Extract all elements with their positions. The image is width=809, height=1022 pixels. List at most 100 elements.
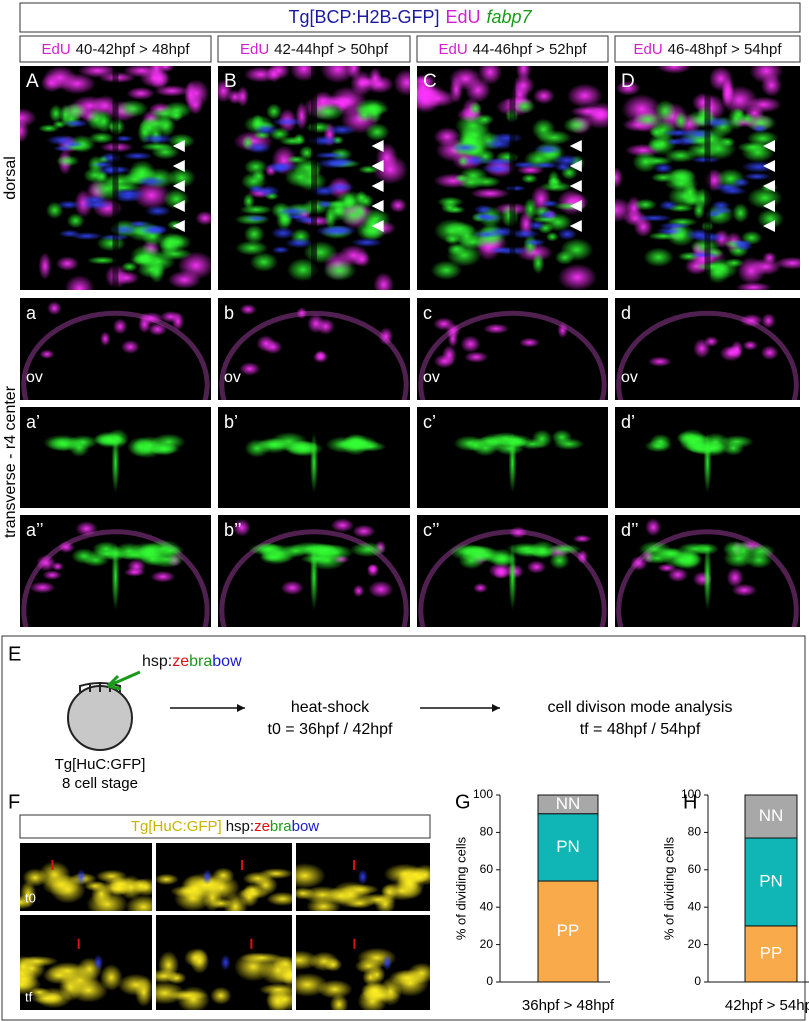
signal — [703, 432, 712, 493]
signal — [745, 551, 773, 569]
signal — [312, 151, 348, 159]
signal — [29, 581, 56, 594]
signal — [48, 104, 64, 123]
signal — [353, 251, 371, 268]
text-part: 40-42hpf > 48hpf — [76, 41, 191, 58]
signal — [557, 322, 568, 339]
signal — [647, 356, 672, 367]
signal — [99, 964, 123, 991]
signal — [483, 137, 515, 150]
signal — [534, 143, 563, 155]
signal — [330, 518, 355, 533]
signal — [76, 869, 87, 885]
row-tag: tf — [25, 989, 33, 1004]
panel-letter: C — [423, 71, 437, 92]
signal — [451, 142, 480, 153]
signal — [167, 167, 196, 189]
embryo — [67, 685, 133, 751]
signal — [167, 133, 196, 149]
signal — [391, 969, 430, 997]
signal — [55, 155, 80, 167]
text-part: EdU — [438, 41, 467, 58]
ov-label: ov — [26, 369, 43, 386]
image — [453, 429, 585, 493]
arrowhead — [371, 220, 384, 232]
signal — [263, 339, 283, 355]
signal — [760, 345, 779, 361]
signal — [135, 175, 168, 187]
signal — [244, 158, 268, 176]
signal — [77, 66, 118, 78]
image — [20, 860, 152, 911]
signal — [190, 948, 210, 974]
signal — [718, 186, 747, 196]
arrowhead — [371, 200, 384, 212]
image — [296, 860, 430, 911]
signal — [437, 196, 464, 208]
signal — [351, 237, 383, 248]
signal — [137, 260, 167, 279]
bar-segment — [744, 837, 798, 927]
signal — [144, 205, 171, 217]
signal — [615, 166, 624, 189]
cell-mark — [77, 938, 80, 949]
tissue-outline — [219, 310, 409, 400]
image — [20, 66, 211, 290]
signal — [545, 231, 559, 242]
signal — [138, 312, 164, 325]
signal — [523, 238, 546, 247]
signal — [88, 132, 115, 144]
signal — [68, 435, 99, 450]
signal — [352, 524, 376, 538]
signal — [358, 165, 380, 174]
signal — [512, 74, 535, 97]
signal — [266, 103, 282, 120]
tissue-outline — [616, 310, 799, 400]
signal — [20, 961, 36, 986]
signal — [113, 270, 140, 285]
y-tick-label: 100 — [473, 787, 493, 801]
signal — [79, 199, 114, 210]
image — [615, 66, 800, 290]
signal — [150, 570, 176, 583]
row-tag: t0 — [25, 890, 36, 905]
signal — [239, 362, 261, 376]
panel-letter: b — [224, 303, 234, 323]
signal — [235, 240, 269, 256]
signal — [528, 546, 557, 558]
panel-letter: d — [621, 303, 631, 323]
stage: 8 cell stage — [62, 775, 138, 792]
signal — [327, 124, 357, 136]
signal — [737, 256, 766, 285]
panel-letter: c — [423, 303, 432, 323]
signal — [643, 247, 674, 268]
signal — [685, 440, 707, 453]
signal — [389, 197, 407, 213]
signal — [156, 873, 179, 886]
signal — [58, 541, 75, 554]
segment-label: PP — [557, 921, 580, 940]
image — [43, 428, 186, 493]
signal — [59, 140, 85, 149]
signal — [309, 185, 340, 197]
signal — [167, 270, 202, 289]
signal — [563, 116, 590, 134]
panel-letter: E — [8, 643, 21, 665]
signal — [731, 583, 758, 597]
column-label: EdU 46-48hpf > 54hpf — [633, 41, 782, 58]
signal — [519, 337, 540, 348]
signal — [367, 101, 383, 124]
signal — [39, 349, 55, 359]
signal — [693, 338, 711, 359]
signal — [373, 272, 394, 290]
signal — [633, 112, 662, 127]
lower-box — [1, 635, 806, 1021]
signal — [732, 108, 746, 122]
signal — [664, 148, 698, 163]
signal — [282, 544, 310, 558]
signal — [55, 256, 79, 271]
signal — [742, 172, 772, 181]
signal — [280, 580, 304, 596]
signal — [127, 437, 154, 457]
signal — [508, 543, 517, 611]
